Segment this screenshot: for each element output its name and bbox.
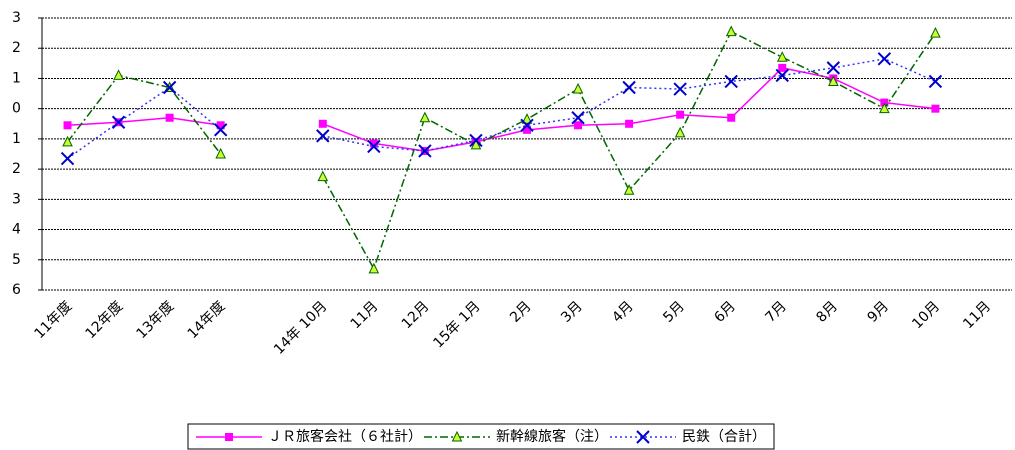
y-tick-label: 3 — [12, 191, 21, 207]
marker — [776, 51, 788, 62]
x-tick-label: 15年 1月 — [430, 298, 483, 351]
y-tick-label: 6 — [12, 282, 21, 298]
marker — [451, 430, 463, 442]
x-tick-label: 12年度 — [83, 298, 127, 342]
marker — [572, 82, 584, 94]
x-tick-label: 11月 — [960, 298, 994, 332]
legend-label: 民鉄（合計） — [682, 429, 766, 445]
marker — [725, 25, 737, 37]
legend: ＪＲ旅客会社（６社計） 新幹線旅客（注） 民鉄（合計） — [187, 423, 775, 450]
x-tick-label: 3月 — [558, 298, 586, 326]
marker — [367, 139, 381, 154]
x-tick-label: 14年 10月 — [271, 298, 330, 357]
y-tick-label: 1 — [12, 131, 21, 147]
x-tick-label: 2月 — [507, 298, 535, 326]
x-tick-label: 10月 — [909, 298, 943, 332]
marker — [571, 111, 585, 125]
marker — [775, 68, 789, 83]
marker — [162, 80, 177, 95]
marker — [62, 135, 73, 147]
y-tick-label: 2 — [12, 161, 21, 177]
marker — [673, 82, 687, 96]
x-tick-label: 11月 — [348, 298, 382, 332]
marker — [63, 121, 72, 130]
marker — [60, 151, 75, 166]
marker — [469, 133, 483, 148]
marker — [931, 104, 940, 113]
series-line — [66, 30, 937, 271]
marker — [828, 75, 839, 86]
marker — [778, 63, 787, 72]
marker — [419, 111, 431, 123]
marker — [727, 113, 736, 122]
x-tick-label: 14年度 — [185, 298, 229, 342]
x-tick-label: 11年度 — [31, 298, 75, 342]
marker — [470, 138, 482, 150]
y-tick-label: 5 — [12, 252, 21, 268]
y-tick-label: 3 — [12, 10, 21, 26]
marker — [674, 126, 686, 138]
marker — [317, 170, 329, 182]
y-tick-label: 1 — [12, 70, 21, 86]
marker — [368, 262, 380, 274]
x-tick-label: 9月 — [865, 298, 893, 326]
x-tick-label: 13年度 — [134, 298, 178, 342]
y-tick-label: 2 — [12, 40, 21, 56]
marker — [928, 74, 943, 89]
x-tick-label: 4月 — [609, 298, 637, 326]
marker — [213, 123, 228, 137]
marker — [574, 121, 583, 130]
legend-label: 新幹線旅客（注） — [496, 428, 608, 445]
y-tick-label: 0 — [12, 101, 21, 117]
marker — [625, 119, 634, 128]
marker — [165, 113, 174, 122]
marker — [318, 119, 327, 128]
marker — [215, 147, 226, 159]
marker — [521, 113, 533, 124]
marker — [111, 115, 126, 129]
x-tick-label: 7月 — [762, 298, 790, 326]
marker — [930, 26, 941, 38]
x-tick-label: 12月 — [399, 298, 433, 332]
marker — [225, 433, 233, 441]
marker — [113, 69, 124, 80]
legend-box — [187, 423, 775, 450]
marker — [879, 102, 890, 114]
y-tick-label: 4 — [12, 222, 21, 238]
marker — [622, 80, 636, 95]
legend-label: ＪＲ旅客会社（６社計） — [268, 428, 422, 445]
marker — [623, 184, 635, 195]
marker — [676, 110, 685, 119]
marker — [636, 430, 650, 444]
x-tick-label: 6月 — [711, 298, 739, 326]
marker — [877, 52, 892, 66]
marker — [724, 74, 738, 89]
marker — [826, 61, 841, 75]
marker — [418, 144, 432, 158]
x-tick-label: 5月 — [660, 298, 688, 326]
marker — [520, 118, 534, 132]
marker — [316, 129, 330, 143]
x-tick-label: 8月 — [813, 298, 841, 326]
